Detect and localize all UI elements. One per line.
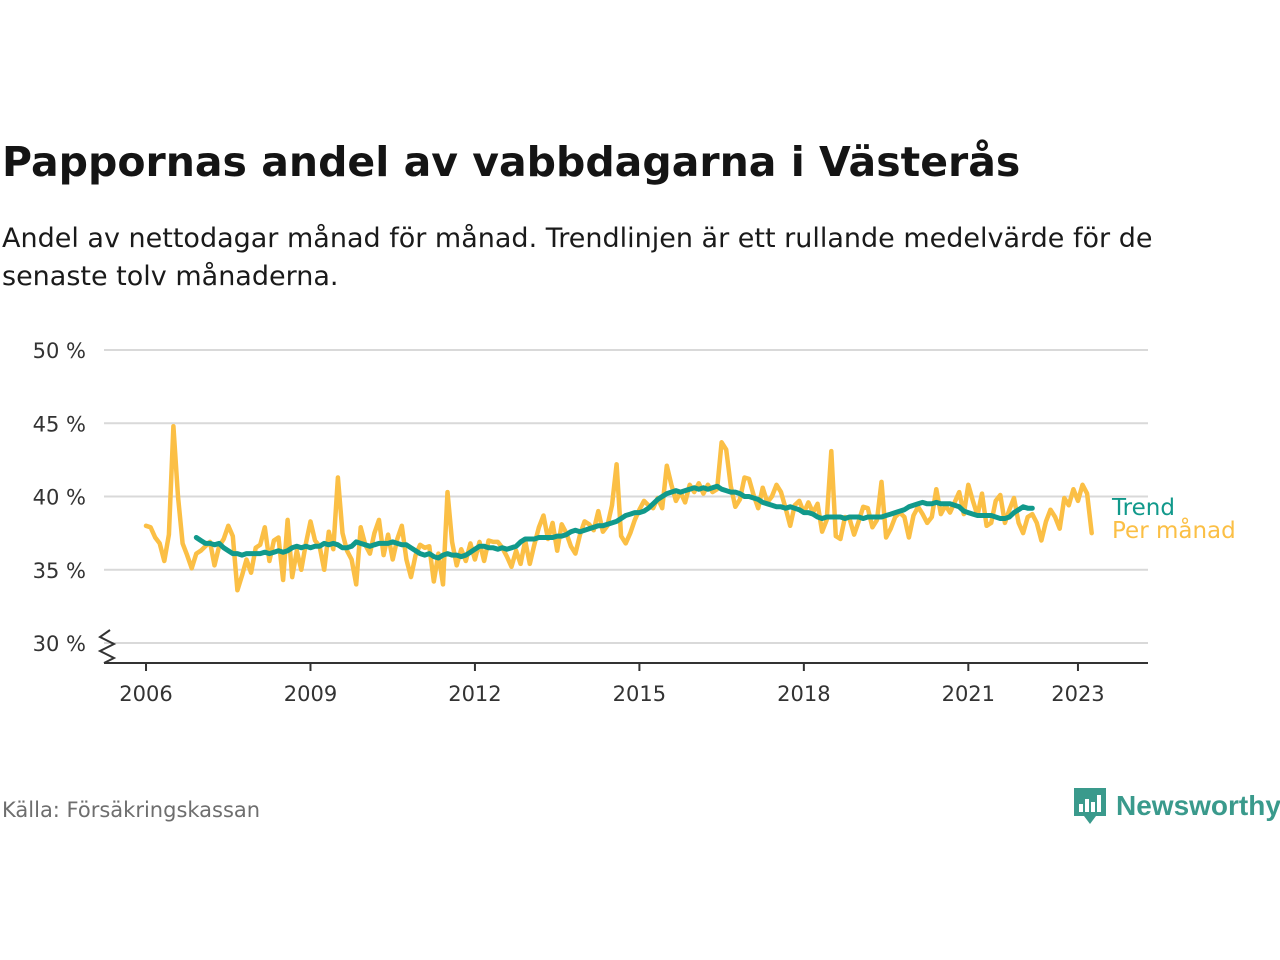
zigzag-break-icon bbox=[97, 629, 117, 664]
trend-series-line bbox=[193, 483, 1035, 561]
legend-label-monthly: Per månad bbox=[1112, 516, 1236, 544]
x-axis: 2006 2009 2012 2015 2018 2021 2023 bbox=[104, 662, 1148, 706]
x-tick-label: 2012 bbox=[448, 682, 501, 706]
x-tick-label: 2009 bbox=[284, 682, 337, 706]
x-tick-label: 2021 bbox=[942, 682, 995, 706]
x-tick-label: 2006 bbox=[119, 682, 172, 706]
source-note: Källa: Försäkringskassan bbox=[2, 798, 261, 822]
y-tick-label: 35 % bbox=[33, 559, 86, 583]
monthly-series-line bbox=[143, 423, 1094, 593]
x-tick-label: 2015 bbox=[613, 682, 666, 706]
y-tick-label: 40 % bbox=[33, 486, 86, 510]
y-tick-label: 45 % bbox=[33, 412, 86, 436]
chart-title: Pappornas andel av vabbdagarna i Västerå… bbox=[2, 138, 1021, 186]
x-tick-label: 2023 bbox=[1051, 682, 1104, 706]
y-axis-ticks: 30 % 35 % 40 % 45 % 50 % bbox=[33, 339, 117, 664]
legend-label-trend: Trend bbox=[1111, 495, 1175, 521]
gridlines bbox=[104, 349, 1148, 644]
brand-name: Newsworthy bbox=[1116, 790, 1280, 821]
brand-logo: Newsworthy bbox=[1072, 786, 1280, 826]
y-tick-label: 50 % bbox=[33, 339, 86, 363]
y-tick-label: 30 % bbox=[33, 632, 86, 656]
x-tick-label: 2018 bbox=[777, 682, 830, 706]
series-lines bbox=[143, 423, 1094, 593]
chart-subtitle: Andel av nettodagar månad för månad. Tre… bbox=[2, 223, 1153, 292]
newsworthy-bar-chart-icon bbox=[1074, 788, 1106, 824]
